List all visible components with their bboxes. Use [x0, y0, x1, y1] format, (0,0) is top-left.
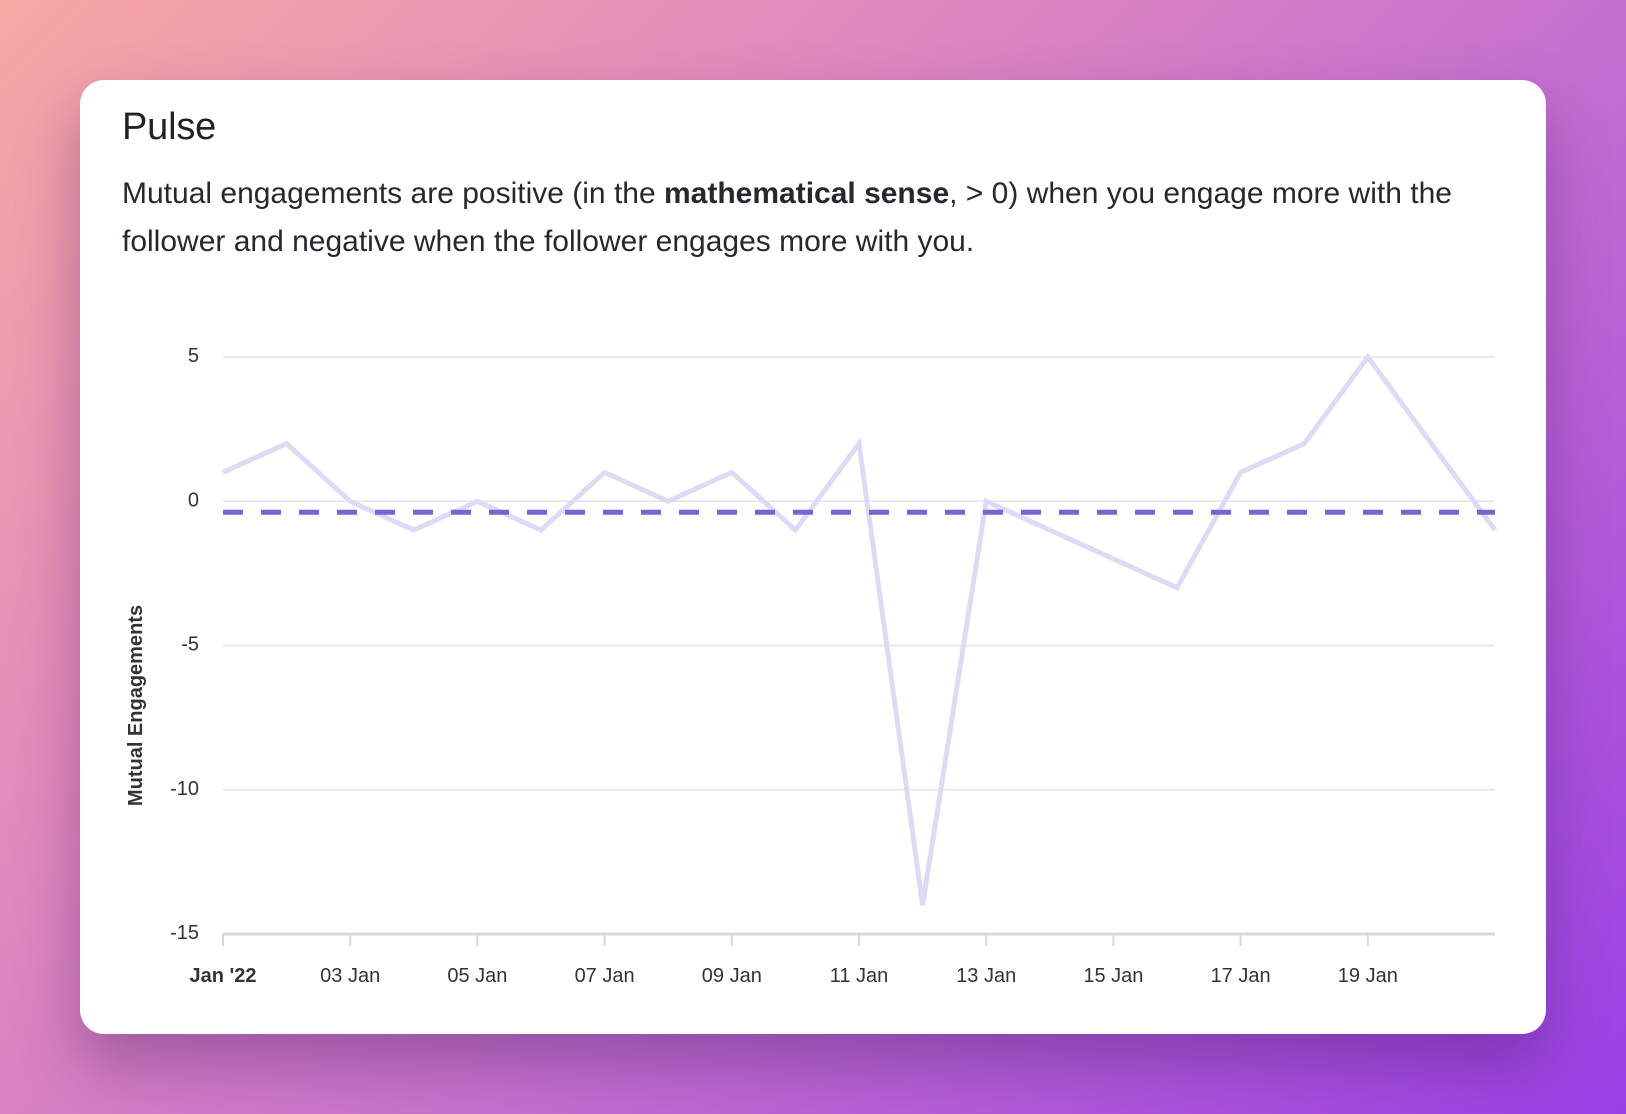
description-bold-term: mathematical sense: [663, 177, 950, 210]
x-tick-label: 09 Jan: [702, 965, 762, 987]
series-lines: [221, 352, 1498, 906]
description-text-start: Mutual engagements are positive (in the: [122, 177, 664, 210]
x-tick-label: 03 Jan: [320, 965, 380, 987]
mutual-engagements-chart: 5 0 -5 -10 -15 Jan '22 03 Jan 05 Jan 07 Jan 09 J…: [125, 345, 1498, 987]
y-tick-label: 0: [188, 489, 199, 511]
x-tick-label: 07 Jan: [575, 965, 635, 987]
x-tick-label: 13 Jan: [956, 965, 1016, 987]
x-tick-label: Jan '22: [189, 965, 256, 987]
x-tick-label: 19 Jan: [1338, 965, 1398, 987]
y-tick-label: -15: [170, 922, 199, 944]
series-line: [221, 352, 1498, 906]
x-axis: Jan '22 03 Jan 05 Jan 07 Jan 09 Jan 11 Jan 13 …: [189, 934, 1398, 987]
x-tick-label: 17 Jan: [1211, 965, 1271, 987]
card-description: Mutual engagements are positive (in the …: [122, 170, 1502, 266]
y-axis-label: Mutual Engagements: [125, 605, 147, 806]
x-tick-label: 05 Jan: [447, 965, 507, 987]
y-tick-label: 5: [188, 345, 199, 367]
x-tick-label: 11 Jan: [830, 965, 889, 987]
x-tick-label: 15 Jan: [1083, 965, 1143, 987]
description-text-end: , > 0) when you engage more with the fol…: [122, 177, 1452, 258]
y-axis-ticks: 5 0 -5 -10 -15: [170, 345, 199, 944]
card-title: Pulse: [122, 106, 217, 148]
pulse-card: Pulse Mutual engagements are positive (i…: [80, 80, 1546, 1034]
y-tick-label: -5: [181, 634, 199, 656]
y-tick-label: -10: [170, 778, 199, 800]
